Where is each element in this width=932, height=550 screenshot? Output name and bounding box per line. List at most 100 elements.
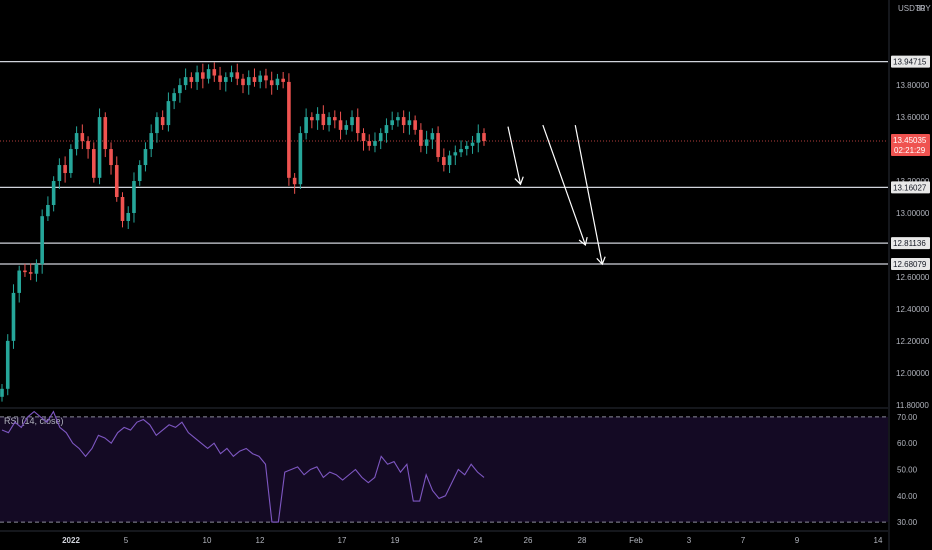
candle-body xyxy=(34,264,39,274)
down-arrow-drawing[interactable] xyxy=(542,124,588,247)
level-price-tag xyxy=(891,237,930,250)
candle-body xyxy=(396,117,400,121)
candle-body xyxy=(28,272,33,274)
candle-body xyxy=(57,165,62,182)
arrow-annotations[interactable] xyxy=(507,124,606,266)
time-tick-label: 28 xyxy=(578,536,587,545)
candle-body xyxy=(120,197,125,221)
candlestick-series xyxy=(0,62,486,402)
time-tick-label: 17 xyxy=(338,536,347,545)
price-tick-label: 12.20000 xyxy=(896,337,930,346)
candle-body xyxy=(132,181,136,213)
time-tick-label: 12 xyxy=(256,536,265,545)
candle-body xyxy=(155,117,159,134)
candle-body xyxy=(172,93,176,102)
candle-body xyxy=(183,77,188,86)
candle-body xyxy=(315,113,320,121)
candle-body xyxy=(321,113,326,126)
candle-body xyxy=(482,133,486,142)
candle-body xyxy=(206,69,211,79)
last-price-label: 13.45035 xyxy=(893,136,927,145)
candle-body xyxy=(0,388,4,397)
candle-body xyxy=(235,72,240,79)
candle-body xyxy=(419,129,423,146)
arrow-shaft xyxy=(542,124,586,246)
candle-body xyxy=(436,133,440,158)
candle-body xyxy=(74,133,79,150)
candle-body xyxy=(430,133,435,140)
candle-body xyxy=(97,117,102,178)
time-tick-label: 10 xyxy=(203,536,212,545)
candle-body xyxy=(401,117,406,126)
candle-body xyxy=(40,216,44,265)
candle-body xyxy=(373,141,377,146)
candle-body xyxy=(442,157,446,166)
rsi-tick-label: 60.00 xyxy=(897,439,918,448)
candle-body xyxy=(46,205,50,217)
candle-body xyxy=(378,133,383,142)
price-tick-label: 13.00000 xyxy=(896,209,930,218)
candle-body xyxy=(178,85,182,94)
rsi-band-fill xyxy=(0,416,888,523)
arrow-shaft xyxy=(507,126,522,185)
down-arrow-drawing[interactable] xyxy=(507,126,524,186)
candle-body xyxy=(103,117,108,150)
down-arrow-drawing[interactable] xyxy=(574,124,606,266)
level-price-label: 13.94715 xyxy=(893,58,927,67)
candle-body xyxy=(413,120,417,130)
candle-body xyxy=(86,141,90,150)
candle-body xyxy=(384,125,389,134)
level-price-tag xyxy=(891,258,930,271)
candle-body xyxy=(201,72,205,79)
time-tick-label: 14 xyxy=(874,536,883,545)
candle-body xyxy=(229,72,234,78)
candle-body xyxy=(80,133,85,142)
candle-body xyxy=(264,75,268,81)
candle-body xyxy=(69,149,73,174)
time-tick-label: 7 xyxy=(741,536,746,545)
arrow-shaft xyxy=(574,124,603,265)
price-axis-labels: 13.94715 13.16027 12.81136 12.68079 13.45035… xyxy=(891,55,930,271)
time-tick-label: 26 xyxy=(524,536,533,545)
candle-body xyxy=(166,101,171,126)
rsi-tick-label: 70.00 xyxy=(897,413,918,422)
time-tick-label: 19 xyxy=(391,536,400,545)
candle-body xyxy=(350,117,354,126)
candle-body xyxy=(252,77,257,82)
candle-body xyxy=(338,120,343,130)
price-tick-label: 12.00000 xyxy=(896,369,930,378)
candle-body xyxy=(269,80,274,86)
time-tick-label: 3 xyxy=(687,536,692,545)
bar-countdown: 02:21:29 xyxy=(894,146,926,155)
candle-body xyxy=(298,133,303,185)
horizontal-levels[interactable] xyxy=(0,60,888,265)
candle-body xyxy=(287,81,291,178)
symbol-badge: USDTRY xyxy=(898,4,931,13)
price-tick-label: 11.80000 xyxy=(896,401,929,410)
candle-body xyxy=(109,149,113,166)
candle-body xyxy=(333,117,337,121)
candle-body xyxy=(424,139,429,146)
rsi-tick-label: 40.00 xyxy=(897,492,918,501)
level-price-tag xyxy=(891,181,930,194)
candle-body xyxy=(344,125,349,130)
candle-body xyxy=(407,120,412,126)
level-price-label: 12.68079 xyxy=(893,260,927,269)
candle-body xyxy=(367,141,372,146)
candle-body xyxy=(5,340,10,389)
price-tick-label: 13.80000 xyxy=(896,81,930,90)
candle-body xyxy=(11,292,16,341)
candle-body xyxy=(459,149,463,153)
candle-body xyxy=(114,165,119,198)
arrow-head xyxy=(596,256,606,266)
arrow-head xyxy=(578,237,588,247)
time-tick-label: Feb xyxy=(629,536,643,545)
rsi-line xyxy=(1,410,485,523)
candle-body xyxy=(212,69,217,76)
rsi-indicator-label[interactable]: RSI (14, close) xyxy=(4,416,64,426)
candle-body xyxy=(292,177,297,185)
candle-body xyxy=(453,152,458,156)
candle-body xyxy=(304,117,308,134)
price-tick-label: 13.60000 xyxy=(896,113,930,122)
